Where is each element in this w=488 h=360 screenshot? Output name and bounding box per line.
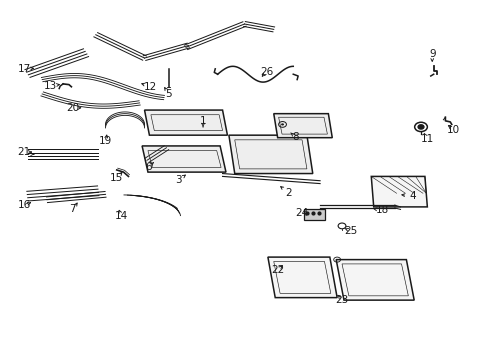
Circle shape — [281, 123, 284, 126]
Text: 20: 20 — [66, 103, 79, 113]
Text: 25: 25 — [344, 226, 357, 236]
Text: 6: 6 — [145, 162, 151, 172]
Polygon shape — [267, 257, 336, 298]
Text: 1: 1 — [199, 116, 206, 126]
Text: 9: 9 — [428, 49, 435, 59]
Polygon shape — [144, 110, 227, 135]
Text: 18: 18 — [375, 206, 388, 216]
Text: 3: 3 — [175, 175, 182, 185]
Text: 17: 17 — [18, 64, 31, 74]
Text: 15: 15 — [110, 173, 123, 183]
Polygon shape — [273, 114, 331, 138]
Text: 2: 2 — [285, 188, 291, 198]
Text: 16: 16 — [18, 200, 31, 210]
Text: 19: 19 — [99, 136, 112, 146]
Text: 11: 11 — [420, 134, 433, 144]
Polygon shape — [370, 176, 427, 207]
Text: 4: 4 — [408, 191, 415, 201]
Text: 13: 13 — [44, 81, 57, 91]
Text: 23: 23 — [335, 295, 348, 305]
Polygon shape — [335, 260, 413, 300]
Text: 5: 5 — [165, 89, 172, 99]
Text: 8: 8 — [292, 132, 298, 142]
Text: 12: 12 — [144, 82, 157, 92]
Text: 14: 14 — [115, 211, 128, 221]
Text: 21: 21 — [18, 147, 31, 157]
Text: 10: 10 — [446, 125, 459, 135]
Polygon shape — [142, 146, 225, 172]
Polygon shape — [228, 135, 312, 174]
Circle shape — [417, 125, 423, 129]
Text: 22: 22 — [270, 265, 284, 275]
Text: 7: 7 — [69, 204, 76, 215]
FancyBboxPatch shape — [304, 209, 325, 220]
Text: 26: 26 — [259, 67, 272, 77]
Text: 24: 24 — [295, 208, 308, 218]
